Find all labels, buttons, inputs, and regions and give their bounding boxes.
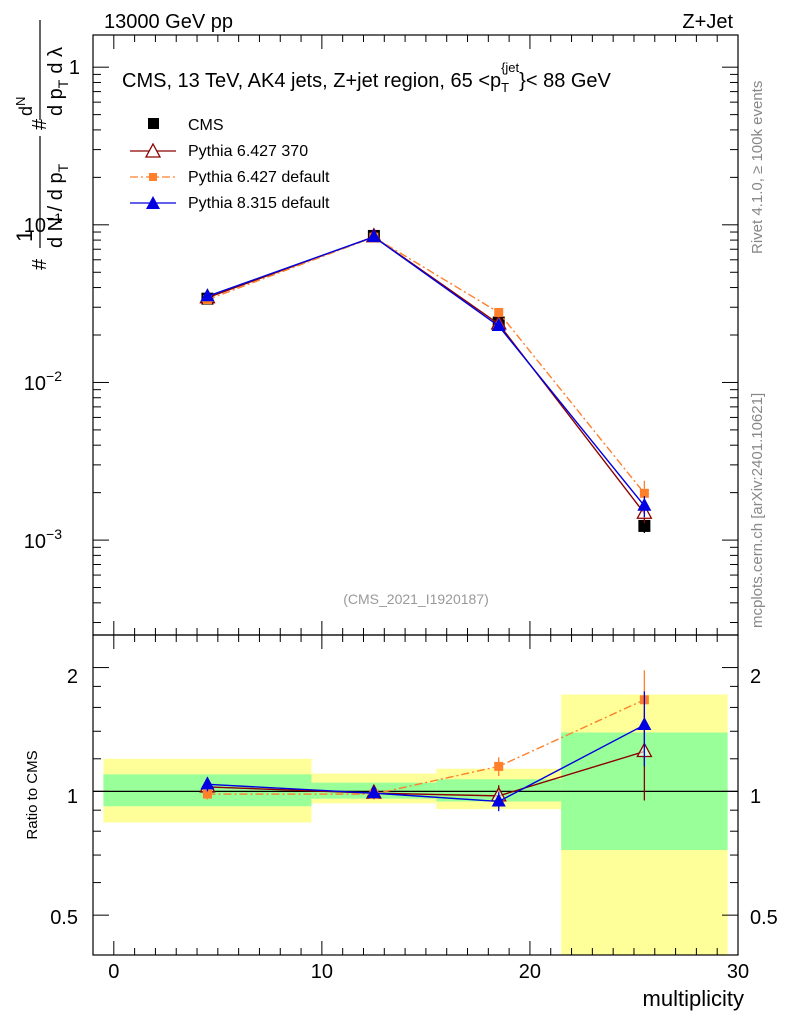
ylabel-dp: d p: [45, 88, 67, 116]
analysis-watermark: (CMS_2021_I1920187): [343, 591, 489, 607]
ylabel-sub-t: T: [55, 163, 71, 172]
ratio-uncertainty-bands: [103, 694, 728, 955]
ratio-y-tick-1: 1: [67, 786, 78, 808]
ylabel-dn-dp: d N / d p: [45, 172, 67, 248]
ylabel-sub-t-2: T: [55, 79, 71, 88]
ratio-y-tick-labels-left: 2 1 0.5: [50, 666, 78, 929]
y-tick-label-0.01: 10−2: [24, 368, 62, 395]
main-series-1: [199, 227, 653, 524]
legend-item-cms: CMS: [148, 117, 224, 134]
legend-item-pythia6-default: Pythia 6.427 default: [130, 169, 330, 186]
legend-label-pythia6-370: Pythia 6.427 370: [188, 143, 308, 160]
ylabel-dlambda: d λ: [45, 47, 67, 74]
ratio-point: [494, 761, 504, 771]
y-tick-exp: −2: [46, 368, 62, 384]
ratio-plot-frame: [92, 634, 739, 956]
ratio-series-3: [200, 691, 652, 812]
y-tick-exp: −3: [46, 526, 62, 542]
ylabel-one: 1: [12, 230, 37, 242]
main-point: [200, 288, 215, 302]
ylabel-hash-1: #: [29, 258, 51, 270]
ratio-y-axis-label: Ratio to CMS: [24, 750, 41, 839]
ratio-line-3: [207, 724, 645, 803]
main-point: [639, 488, 649, 498]
ratio-line-1: [207, 750, 645, 797]
ratio-y-tick-0.5-right: 0.5: [750, 907, 778, 929]
ratio-y-tick-2-right: 2: [750, 666, 761, 688]
legend-marker-cms: [148, 118, 159, 129]
main-title-sub: T: [501, 80, 509, 95]
legend-marker-pythia6-370: [144, 142, 162, 158]
legend-label-cms: CMS: [188, 117, 224, 134]
ratio-point: [491, 793, 506, 807]
main-data-series: [199, 227, 653, 533]
ratio-y-tick-1-right: 1: [750, 786, 761, 808]
legend-marker-pythia6-default: [149, 173, 157, 181]
header-left: 13000 GeV pp: [104, 11, 233, 33]
main-title: CMS, 13 TeV, AK4 jets, Z+jet region, 65 …: [122, 60, 612, 95]
main-point: [637, 497, 652, 511]
ylabel-denominator-2: d pTd λ: [45, 47, 71, 116]
y-tick-base: 10: [24, 531, 46, 553]
ratio-y-tick-2: 2: [67, 666, 78, 688]
legend-label-pythia6-default: Pythia 6.427 default: [188, 169, 330, 186]
legend: CMS Pythia 6.427 370 Pythia 6.427 defaul…: [130, 117, 330, 212]
ylabel-hash-2: #: [29, 118, 51, 130]
main-point: [366, 228, 381, 242]
y-tick-exp: −1: [46, 210, 62, 226]
main-y-axis-label: # 1 d N / d pT # dN d pTd λ: [12, 20, 71, 270]
ratio-point: [200, 776, 215, 790]
y-tick-base: 10: [24, 373, 46, 395]
main-line-1: [207, 235, 645, 514]
ratio-point: [202, 789, 212, 799]
main-title-sup: {jet: [501, 60, 519, 75]
ylabel-numerator: dN: [13, 97, 36, 116]
x-tick-label-20: 20: [519, 961, 541, 983]
x-tick-label-0: 0: [108, 961, 119, 983]
main-series-3: [200, 228, 652, 518]
ratio-y-tick-labels-right: 2 1 0.5: [750, 666, 778, 929]
legend-label-pythia8-default: Pythia 8.315 default: [188, 195, 330, 212]
ratio-point: [637, 716, 652, 730]
legend-marker-pythia8-default: [146, 196, 160, 209]
ratio-line-2: [207, 699, 645, 795]
axis-ticks: [92, 35, 739, 956]
y-tick-label-0.001: 10−3: [24, 526, 62, 553]
y-tick-label-1: 1: [69, 57, 80, 79]
main-point: [638, 519, 651, 532]
main-title-text: CMS, 13 TeV, AK4 jets, Z+jet region, 65 …: [122, 70, 501, 92]
ylabel-d: d: [16, 106, 36, 116]
main-point: [491, 318, 506, 332]
x-axis-label: multiplicity: [643, 986, 744, 1011]
ratio-y-tick-0.5: 0.5: [50, 907, 78, 929]
x-tick-labels: 0 10 20 30: [108, 961, 749, 983]
ratio-data-series: [93, 670, 738, 812]
ratio-point: [366, 785, 381, 799]
x-tick-label-30: 30: [727, 961, 749, 983]
main-line-3: [207, 236, 645, 507]
header-right: Z+Jet: [682, 11, 733, 33]
legend-item-pythia8-default: Pythia 8.315 default: [130, 195, 330, 212]
x-tick-label-10: 10: [311, 961, 333, 983]
main-title-end: }< 88 GeV: [519, 70, 611, 92]
main-y-tick-labels: 1 10−1 10−2 10−3: [24, 57, 80, 553]
ylabel-denominator: d N / d pT: [45, 163, 71, 248]
legend-item-pythia6-370: Pythia 6.427 370: [130, 142, 308, 160]
main-point: [494, 307, 504, 317]
rivet-label: Rivet 4.1.0, ≥ 100k events: [749, 81, 766, 254]
main-line-2: [207, 236, 645, 494]
mcplots-label: mcplots.cern.ch [arXiv:2401.10621]: [749, 393, 766, 628]
ylabel-sup-n: N: [13, 97, 28, 106]
